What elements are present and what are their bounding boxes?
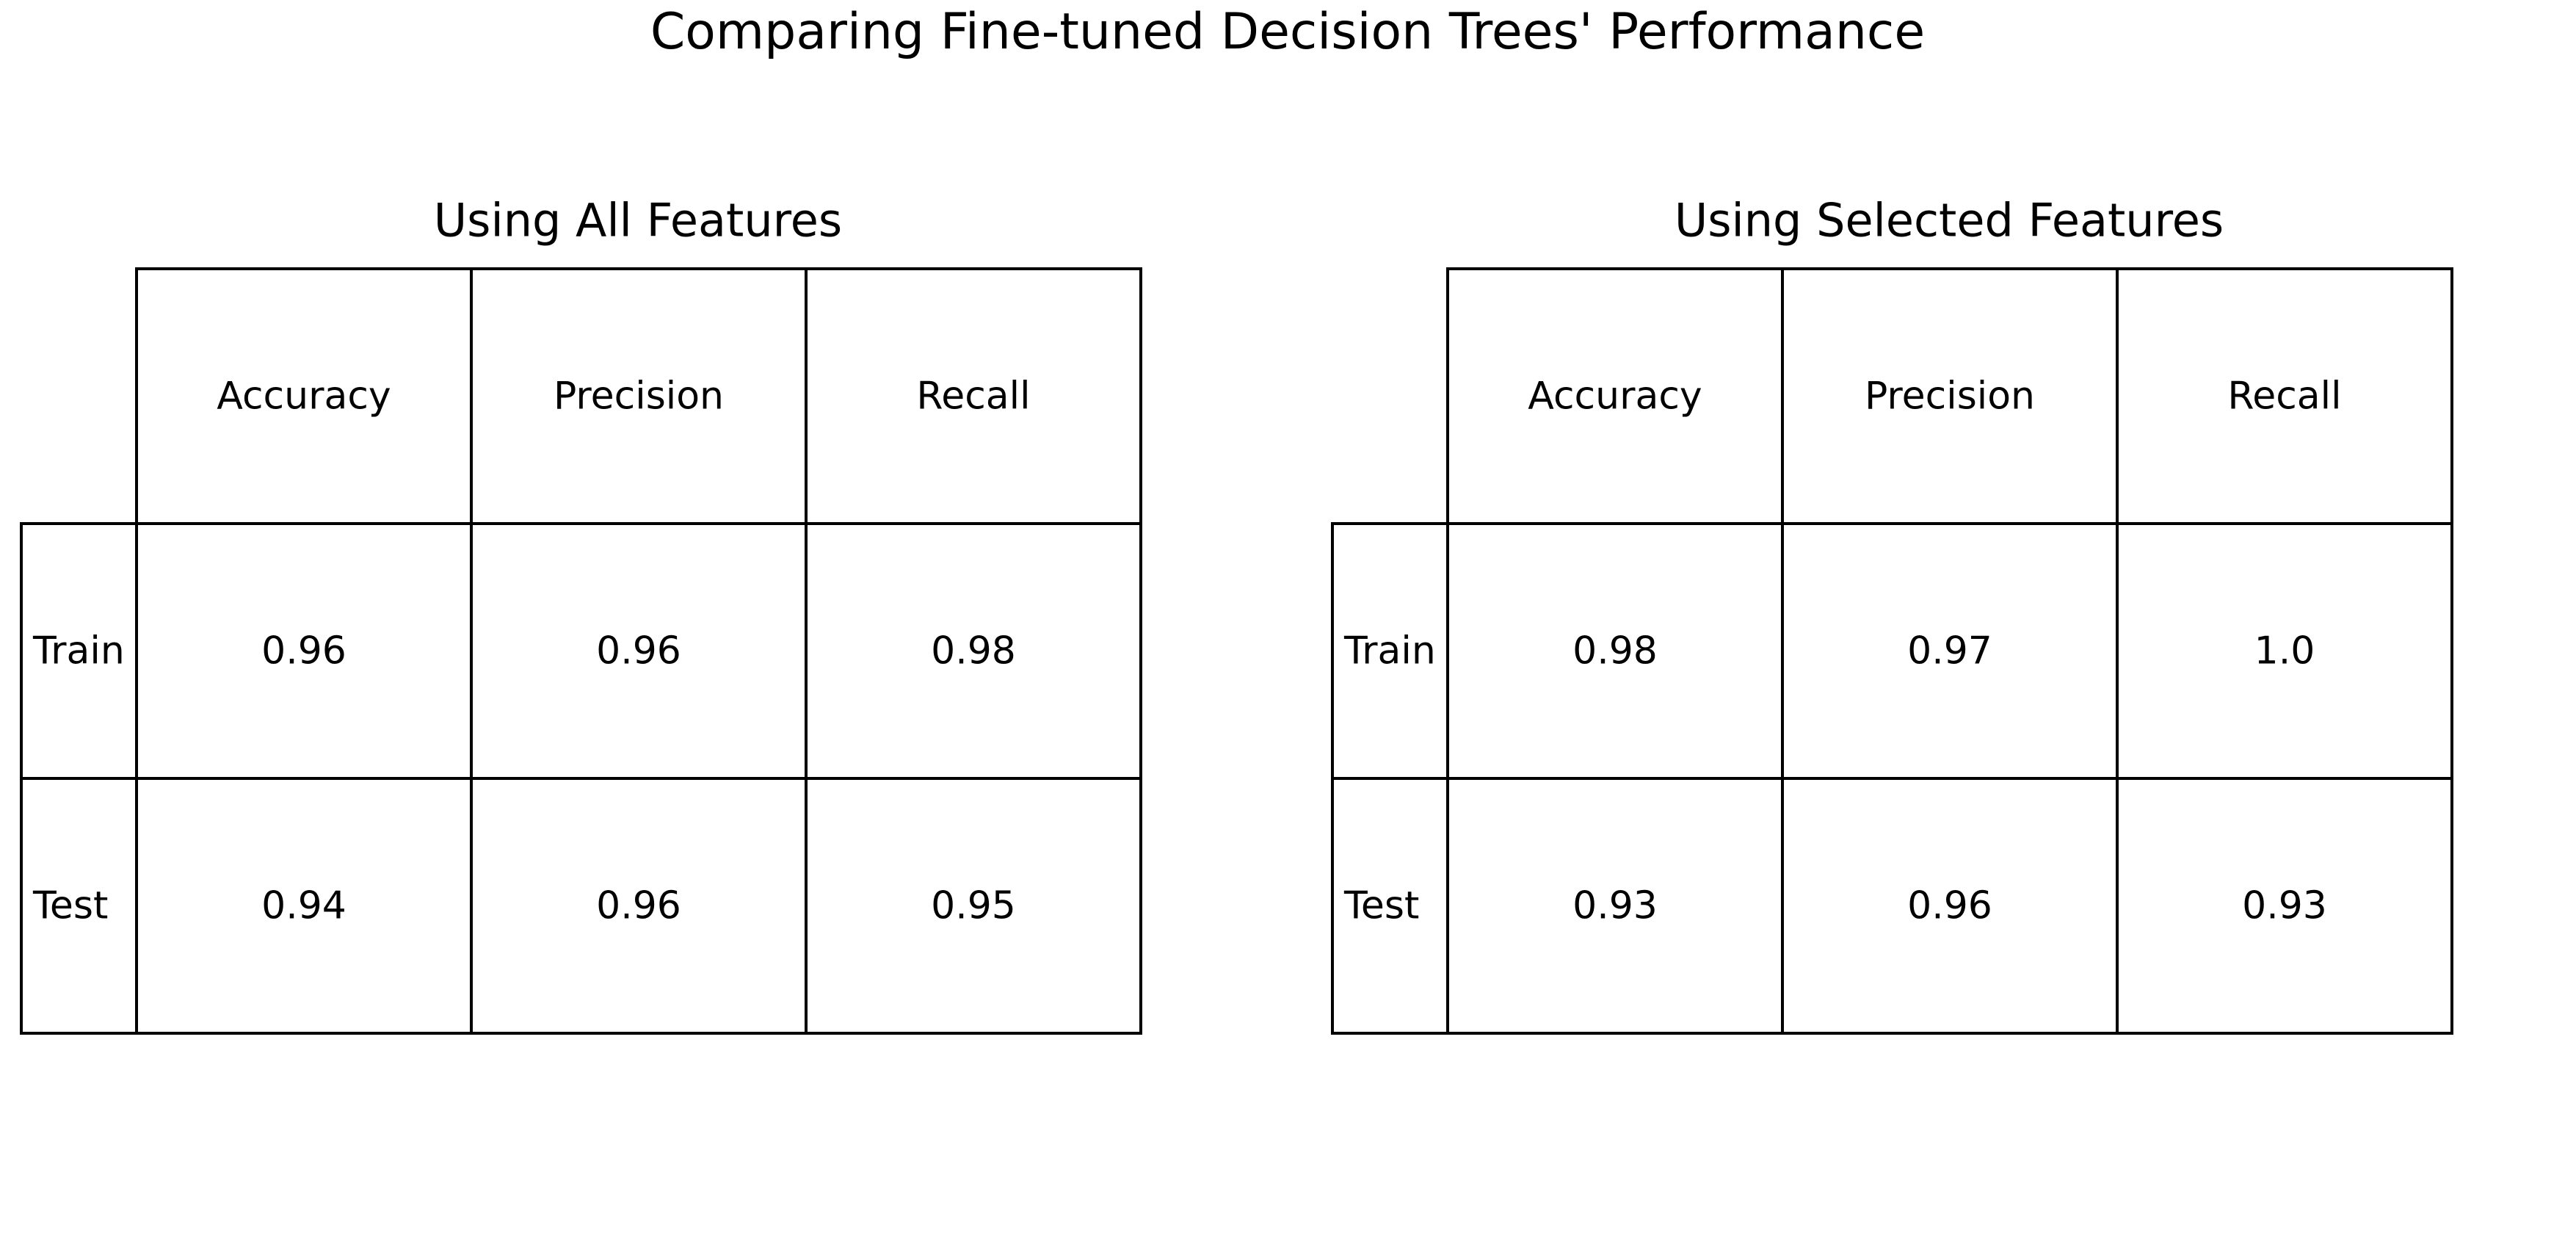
table-cell	[470, 522, 808, 780]
row-label-train: Train	[32, 629, 125, 673]
table-cell	[2116, 522, 2453, 780]
tables-group: Using All Features Accuracy Precision Recal…	[20, 194, 2453, 1035]
cell-value-test-precision: 0.96	[596, 884, 681, 928]
column-header-accuracy: Accuracy	[217, 375, 391, 419]
table-cell	[1781, 777, 2119, 1035]
cell-value-train-recall: 0.98	[931, 629, 1016, 673]
cell-value-train-accuracy: 0.96	[261, 629, 347, 673]
table-cell	[470, 777, 808, 1035]
row-label-cell	[1331, 777, 1449, 1035]
cell-value-test-recall: 0.93	[2242, 884, 2327, 928]
row-label-train: Train	[1343, 629, 1436, 673]
table-cell	[1446, 777, 1784, 1035]
cell-value-train-accuracy: 0.98	[1572, 629, 1658, 673]
figure-title: Comparing Fine-tuned Decision Trees' Per…	[650, 3, 1925, 61]
cell-value-train-recall: 1.0	[2254, 629, 2315, 673]
column-header-cell	[470, 267, 808, 525]
column-header-recall: Recall	[2227, 375, 2341, 419]
row-label-test: Test	[1343, 884, 1419, 928]
row-label-test: Test	[32, 884, 108, 928]
table-cell	[805, 777, 1142, 1035]
cell-value-test-accuracy: 0.94	[261, 884, 347, 928]
column-header-accuracy: Accuracy	[1528, 375, 1702, 419]
row-label-cell	[20, 777, 138, 1035]
column-header-cell	[2116, 267, 2453, 525]
table-panel-1: Using All Features Accuracy Precision Recal…	[20, 194, 1142, 1035]
cell-value-test-precision: 0.96	[1907, 884, 1992, 928]
table-cell	[135, 522, 473, 780]
column-header-cell	[135, 267, 473, 525]
table-cell	[135, 777, 473, 1035]
table-cell	[1781, 522, 2119, 780]
table-cell	[2116, 777, 2453, 1035]
cell-value-test-recall: 0.95	[931, 884, 1016, 928]
column-header-precision: Precision	[1865, 375, 2035, 419]
column-header-precision: Precision	[554, 375, 724, 419]
column-header-cell	[1781, 267, 2119, 525]
table-cell	[1446, 522, 1784, 780]
table-panel-2: Using Selected Features Accuracy Precision…	[1331, 194, 2453, 1035]
cell-value-train-precision: 0.97	[1907, 629, 1992, 673]
column-header-cell	[805, 267, 1142, 525]
table-title: Using Selected Features	[1675, 194, 2224, 247]
cell-value-train-precision: 0.96	[596, 629, 681, 673]
column-header-recall: Recall	[916, 375, 1030, 419]
column-header-cell	[1446, 267, 1784, 525]
table-title: Using All Features	[434, 194, 842, 247]
cell-value-test-accuracy: 0.93	[1572, 884, 1658, 928]
